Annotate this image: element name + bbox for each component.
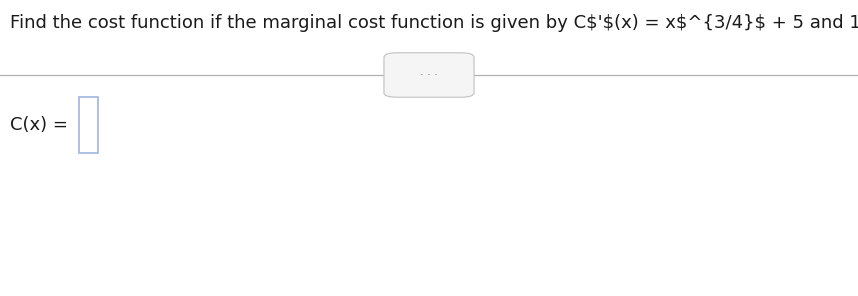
- Text: C(x) =: C(x) =: [10, 116, 68, 134]
- Text: Find the cost function if the marginal cost function is given by C$'$(x) = x$^{3: Find the cost function if the marginal c…: [10, 14, 858, 32]
- FancyBboxPatch shape: [384, 53, 474, 97]
- FancyBboxPatch shape: [79, 97, 98, 153]
- Text: · · ·: · · ·: [420, 70, 438, 80]
